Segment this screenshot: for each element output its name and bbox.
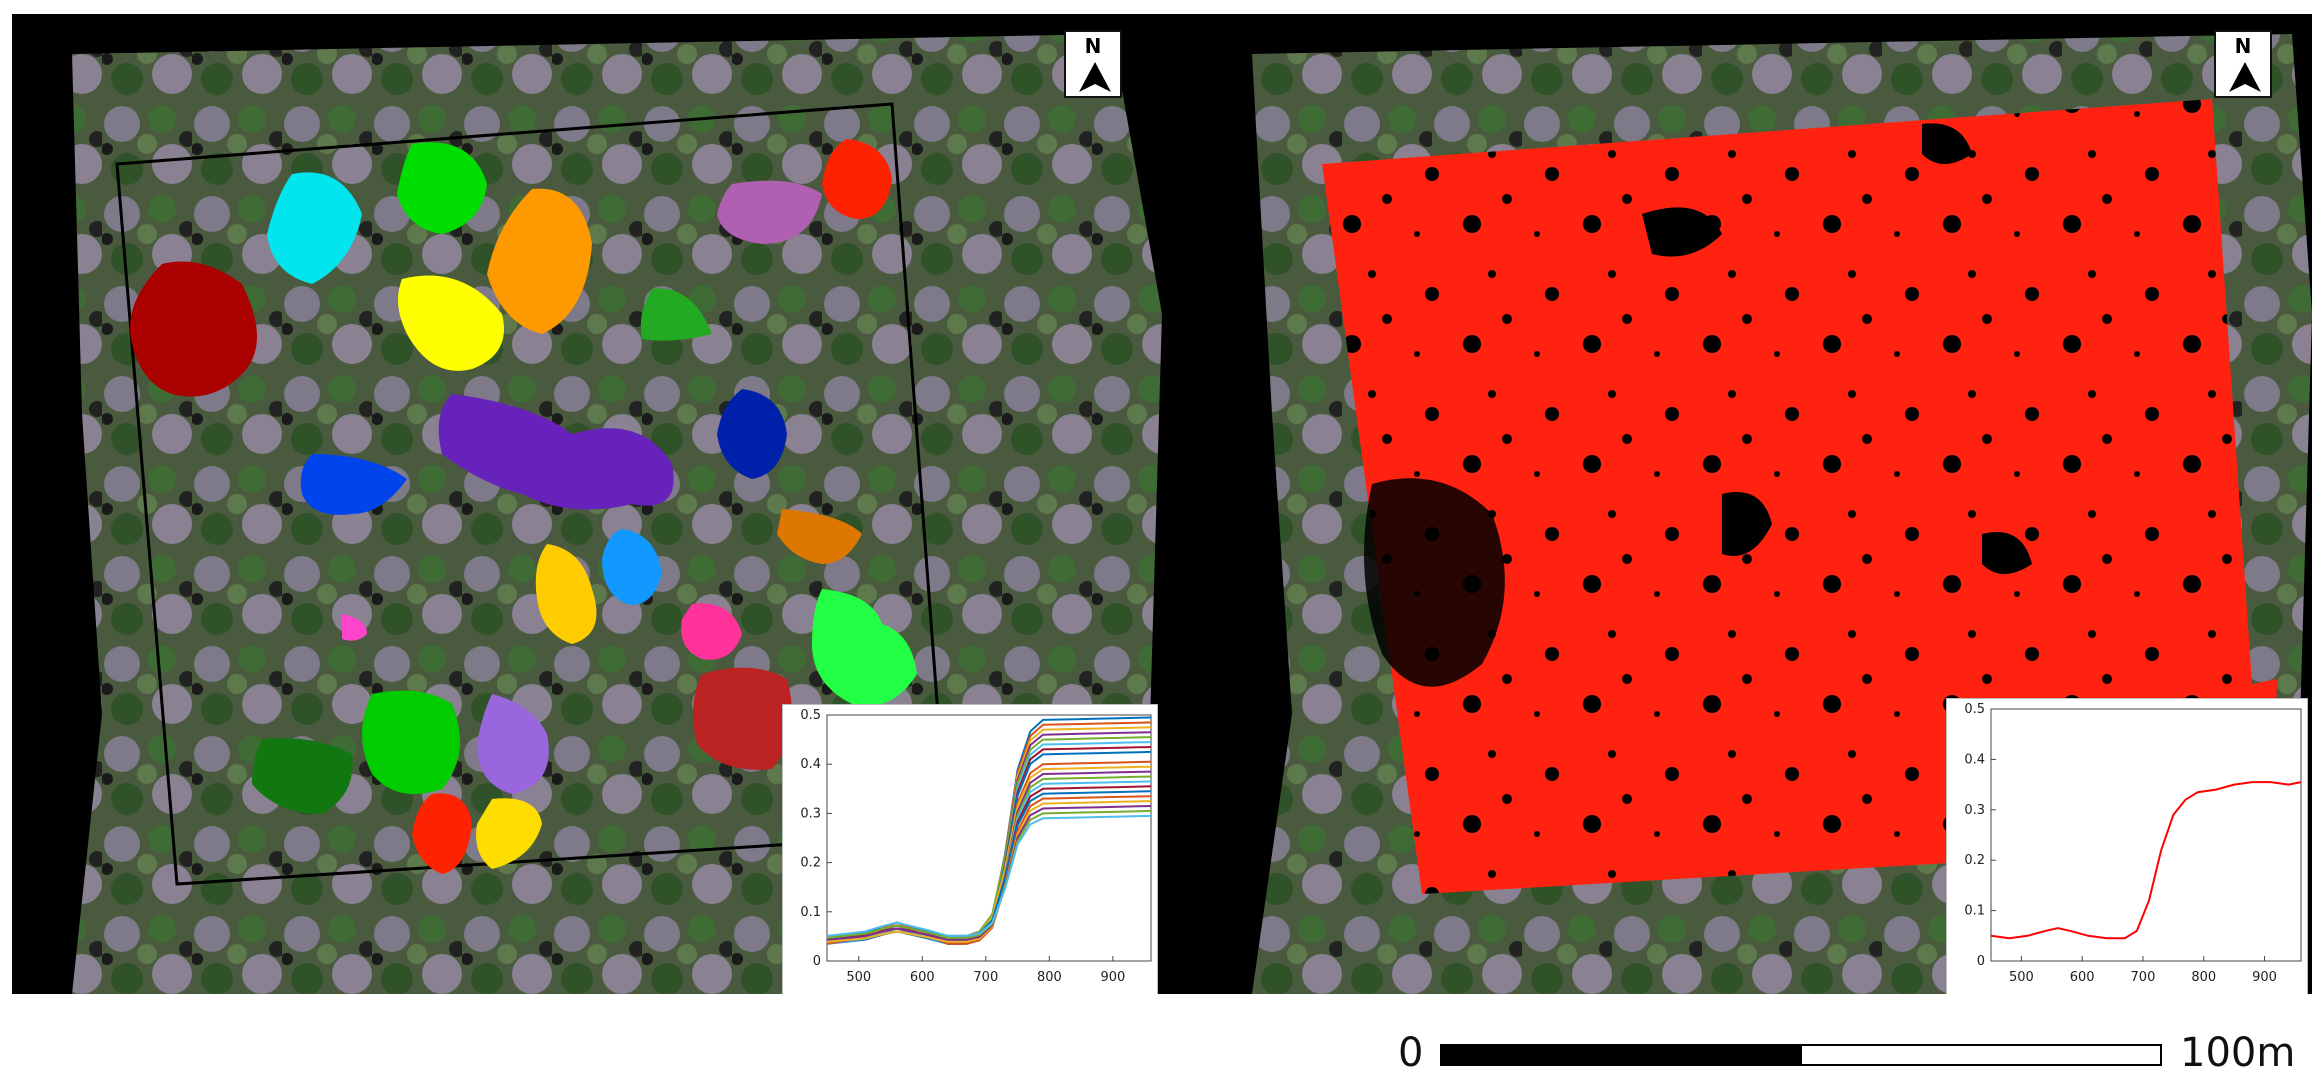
y-tick-label: 0.3	[800, 806, 821, 821]
spectral-inset-right: 500 600 700 800 900 0 0.1 0.2 0.3 0.4 0.5	[1946, 698, 2308, 994]
scale-start-label: 0	[1398, 1030, 1424, 1076]
tree-crown	[681, 603, 742, 660]
tree-crown	[602, 529, 662, 605]
y-tick-label: 0.5	[800, 708, 821, 723]
scale-end-label: 100m	[2180, 1030, 2296, 1076]
scale-segment-black	[1440, 1044, 1802, 1066]
x-tick-label: 600	[2070, 970, 2095, 985]
x-tick-label: 500	[846, 970, 871, 985]
tree-crown	[342, 614, 367, 641]
y-tick-label: 0	[813, 954, 821, 969]
tree-crown	[438, 394, 674, 510]
aerial-imagery-right	[1162, 14, 2312, 994]
north-arrow-icon	[1079, 62, 1111, 92]
x-tick-label: 700	[2131, 970, 2156, 985]
x-tick-label: 900	[1100, 970, 1125, 985]
tree-crown	[362, 690, 460, 794]
north-label: N	[2234, 34, 2252, 58]
tree-crown	[717, 389, 787, 479]
x-tick-label: 700	[973, 970, 998, 985]
y-tick-label: 0.4	[800, 757, 821, 772]
spectrum-line	[1990, 781, 2302, 940]
y-tick-label: 0.1	[1964, 904, 1985, 919]
tree-crown	[822, 139, 892, 219]
scale-segment-white	[1800, 1044, 2162, 1066]
tree-crown	[477, 694, 549, 794]
left-map-panel: N 500 600 700 800 900 0 0.1 0.2 0.3 0.4 0.5	[12, 14, 1162, 994]
y-tick-label: 0.4	[1964, 752, 1985, 767]
right-map-panel: N 500 600 700 800 900 0 0.1 0.2 0.3 0.4 0.5	[1162, 14, 2312, 994]
north-label: N	[1084, 34, 1102, 58]
tree-crown	[130, 261, 257, 397]
x-tick-label: 600	[910, 970, 935, 985]
plot-frame	[1990, 708, 2302, 962]
tree-crown	[640, 288, 712, 341]
crown-detection-mask	[1322, 99, 2277, 894]
scale-bar: 0 100m	[1380, 1030, 2310, 1080]
y-tick-label: 0	[1977, 954, 1985, 969]
spectral-chart-right: 500 600 700 800 900 0 0.1 0.2 0.3 0.4 0.5	[1964, 702, 2302, 985]
tree-crown	[476, 798, 542, 869]
x-tick-label: 500	[2009, 970, 2034, 985]
y-tick-label: 0.2	[800, 856, 821, 871]
x-tick-label: 900	[2252, 970, 2277, 985]
north-arrow: N	[1064, 30, 1122, 98]
tree-crown	[535, 544, 597, 644]
tree-crown	[412, 793, 472, 874]
y-tick-label: 0.5	[1964, 702, 1985, 717]
x-tick-label: 800	[1037, 970, 1062, 985]
tree-crown	[717, 180, 822, 244]
tree-crown	[300, 454, 407, 515]
y-tick-label: 0.3	[1964, 803, 1985, 818]
y-tick-label: 0.1	[800, 905, 821, 920]
tree-crown	[812, 589, 917, 706]
north-arrow: N	[2214, 30, 2272, 98]
tree-crown	[267, 172, 362, 284]
spectral-inset-left: 500 600 700 800 900 0 0.1 0.2 0.3 0.4 0.5	[782, 704, 1158, 994]
spectrum-line	[826, 814, 1152, 937]
tree-crown	[777, 509, 862, 564]
tree-crown	[252, 738, 353, 814]
x-tick-label: 800	[2191, 970, 2216, 985]
tree-crown	[398, 275, 504, 371]
y-tick-label: 0.2	[1964, 853, 1985, 868]
tree-crown	[693, 667, 792, 770]
tree-crown	[487, 188, 592, 334]
tree-crown	[397, 142, 487, 234]
spectral-chart-left: 500 600 700 800 900 0 0.1 0.2 0.3 0.4 0.5	[800, 708, 1152, 985]
north-arrow-icon	[2229, 62, 2261, 92]
